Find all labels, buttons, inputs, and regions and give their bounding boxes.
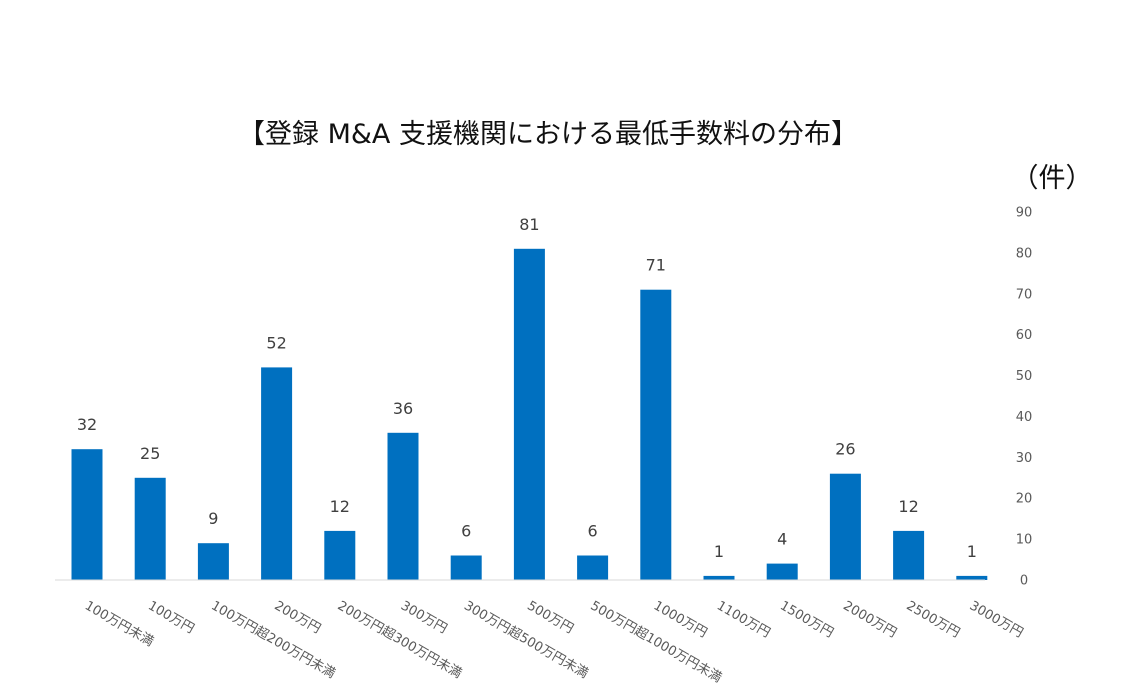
data-label-7: 6	[461, 522, 471, 541]
y-tick-label-20: 20	[1016, 492, 1033, 507]
y-tick-label-80: 80	[1016, 246, 1033, 261]
y-tick-label-60: 60	[1016, 328, 1033, 343]
bar-2	[134, 477, 166, 580]
x-tick-label-8: 500万円	[524, 598, 576, 636]
data-label-9: 6	[588, 522, 598, 541]
x-tick-label-2: 100万円	[145, 598, 197, 636]
y-axis-ticks: 0 10 20 30 40 50 60 70 80 90	[1016, 206, 1033, 589]
bar-8	[513, 248, 545, 581]
data-label-5: 12	[330, 497, 350, 516]
data-label-10: 71	[646, 256, 666, 275]
bar-15	[956, 575, 988, 580]
x-tick-label-4: 200万円	[272, 598, 324, 636]
bar-12	[766, 563, 798, 580]
bar-3	[197, 543, 229, 580]
data-labels-layer: 32 25 9 52 12 36 6 81 6 71 1 4 26 12 1	[77, 215, 977, 561]
bar-14	[893, 530, 925, 580]
data-label-2: 25	[140, 444, 160, 463]
y-tick-label-0: 0	[1020, 574, 1028, 589]
data-label-6: 36	[393, 399, 413, 418]
bar-13	[829, 473, 861, 580]
data-label-3: 9	[208, 509, 218, 528]
chart-title: 【登録 M&A 支援機関における最低手数料の分布】	[238, 119, 858, 150]
data-label-11: 1	[714, 542, 724, 561]
bar-4	[261, 367, 293, 580]
bar-6	[387, 432, 419, 580]
y-axis-unit-label: （件）	[1012, 163, 1093, 194]
bar-9	[577, 555, 609, 580]
bars-layer	[71, 248, 988, 581]
x-tick-label-15: 3000万円	[967, 598, 1026, 641]
data-label-13: 26	[835, 440, 855, 459]
y-tick-label-40: 40	[1016, 410, 1033, 425]
data-label-12: 4	[777, 530, 787, 549]
bar-10	[640, 289, 672, 580]
bar-7	[450, 555, 482, 580]
x-tick-label-11: 1100万円	[714, 598, 773, 641]
y-tick-label-50: 50	[1016, 369, 1033, 384]
data-label-4: 52	[266, 333, 286, 352]
y-tick-label-10: 10	[1016, 533, 1033, 548]
y-tick-label-30: 30	[1016, 451, 1033, 466]
bar-5	[324, 530, 356, 580]
data-label-15: 1	[967, 542, 977, 561]
bar-11	[703, 575, 735, 580]
x-tick-label-12: 1500万円	[777, 598, 836, 641]
x-tick-label-6: 300万円	[398, 598, 450, 636]
y-tick-label-70: 70	[1016, 287, 1033, 302]
data-label-14: 12	[898, 497, 918, 516]
data-label-8: 81	[519, 215, 539, 234]
y-tick-label-90: 90	[1016, 206, 1033, 221]
data-label-1: 32	[77, 415, 97, 434]
x-tick-label-13: 2000万円	[840, 598, 899, 641]
bar-1	[71, 449, 103, 580]
x-tick-label-1: 100万円未満	[82, 598, 156, 649]
x-tick-label-14: 2500万円	[904, 598, 963, 641]
